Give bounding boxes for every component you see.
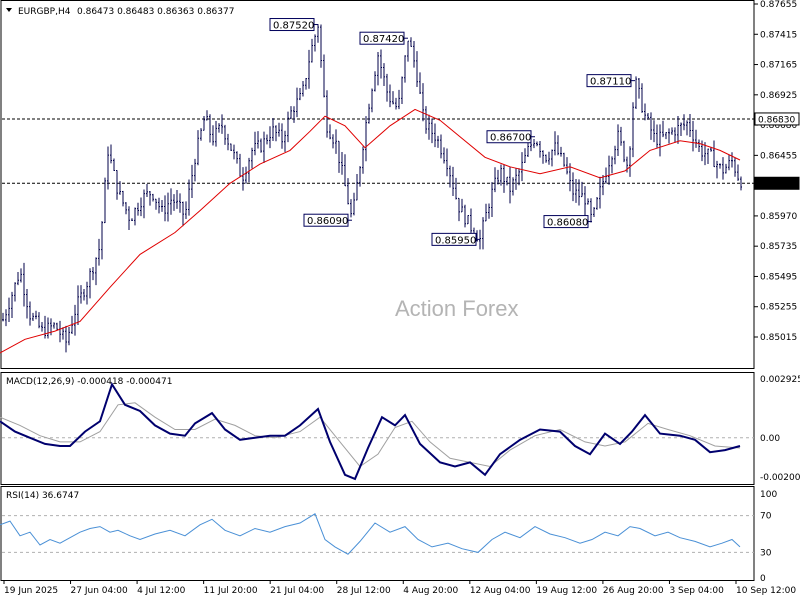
pane-border bbox=[0, 372, 755, 485]
pane-frames bbox=[0, 0, 755, 581]
annotation-box bbox=[586, 74, 632, 88]
price-tick-label: 0.87415 bbox=[760, 30, 797, 40]
rsi-tick-label: 0 bbox=[760, 574, 766, 584]
x-tick-label: 4 Jul 12:00 bbox=[137, 586, 186, 596]
annotation-box bbox=[543, 215, 589, 229]
moving-average-line bbox=[0, 108, 741, 354]
rsi-label: RSI(14) 36.6747 bbox=[6, 491, 79, 501]
annotation-box bbox=[431, 232, 477, 246]
watermark-text: Action Forex bbox=[395, 296, 519, 321]
symbol-label: EURGBP,H4 bbox=[18, 7, 71, 17]
price-tick-label: 0.86680 bbox=[760, 121, 797, 131]
macd-tick-label: 0.002925 bbox=[760, 375, 800, 385]
level-label-box bbox=[754, 176, 800, 190]
annotation-label: 0.87520 bbox=[273, 21, 314, 32]
x-tick-label: 26 Aug 20:00 bbox=[603, 586, 664, 596]
annotation-label: 0.86090 bbox=[307, 216, 348, 227]
annotation-label: 0.86700 bbox=[490, 133, 531, 144]
x-tick-label: 27 Jun 04:00 bbox=[71, 586, 128, 596]
x-tick-label: 21 Jul 04:00 bbox=[270, 586, 324, 596]
price-tick-label: 0.85015 bbox=[760, 333, 797, 343]
price-tick-label: 0.87165 bbox=[760, 61, 797, 71]
price-tick-label: 0.85735 bbox=[760, 242, 797, 252]
annotation-box bbox=[359, 31, 405, 45]
price-tick-label: 0.85495 bbox=[760, 272, 797, 282]
pane-border bbox=[0, 486, 755, 581]
price-pane: 0.87655 0.87415 0.87165 0.86925 0.86680 0.864… bbox=[0, 0, 800, 354]
price-tick-label: 0.86925 bbox=[760, 91, 797, 101]
x-tick-label: 12 Aug 04:00 bbox=[470, 586, 531, 596]
annotation-label: 0.87110 bbox=[590, 77, 631, 88]
rsi-line bbox=[0, 513, 741, 555]
annotation-label: 0.85950 bbox=[435, 235, 476, 246]
annotation-label: 0.87420 bbox=[363, 34, 404, 45]
price-tick-label: 0.86455 bbox=[760, 151, 797, 161]
collapse-triangle-icon[interactable] bbox=[6, 8, 12, 12]
rsi-tick-label: 30 bbox=[760, 548, 772, 558]
macd-line bbox=[0, 381, 741, 481]
rsi-tick-label: 100 bbox=[760, 490, 777, 500]
rsi-pane: RSI(14) 36.6747 100 70 30 0 bbox=[0, 490, 777, 584]
price-tick-label: 0.85970 bbox=[760, 212, 797, 222]
rsi-tick-label: 70 bbox=[760, 512, 772, 522]
x-tick-label: 28 Jul 12:00 bbox=[337, 586, 391, 596]
ohlc-label: 0.86473 0.86483 0.86363 0.86377 bbox=[77, 7, 234, 17]
annotation-box bbox=[303, 213, 349, 227]
annotation-box bbox=[269, 18, 315, 32]
price-tick-label: 0.87655 bbox=[760, 0, 797, 10]
level-label: 0.86830 bbox=[758, 115, 795, 125]
level-label-box bbox=[754, 112, 800, 126]
chart-header: EURGBP,H4 0.86473 0.86483 0.86363 0.8637… bbox=[6, 7, 234, 17]
x-tick-label: 10 Sep 12:00 bbox=[736, 586, 796, 596]
x-tick-label: 11 Jul 20:00 bbox=[204, 586, 258, 596]
x-tick-label: 19 Jun 2025 bbox=[4, 586, 58, 596]
x-tick-label: 4 Aug 20:00 bbox=[403, 586, 458, 596]
x-tick-label: 3 Sep 04:00 bbox=[669, 586, 724, 596]
macd-pane: MACD(12,26,9) -0.000418 -0.000471 0.0029… bbox=[0, 375, 800, 483]
pane-border bbox=[0, 0, 755, 369]
price-tick-label: 0.85255 bbox=[760, 303, 797, 313]
macd-tick-label: 0.00 bbox=[760, 434, 780, 444]
macd-label: MACD(12,26,9) -0.000418 -0.000471 bbox=[6, 377, 172, 387]
x-axis: 19 Jun 2025 27 Jun 04:00 4 Jul 12:00 11 Jul… bbox=[3, 580, 796, 596]
annotation-label: 0.86080 bbox=[547, 218, 588, 229]
level-label: 0.86360 bbox=[758, 180, 795, 190]
x-tick-label: 19 Aug 12:00 bbox=[536, 586, 597, 596]
annotation-box bbox=[486, 130, 532, 144]
macd-tick-label: -0.002002 bbox=[760, 473, 800, 483]
